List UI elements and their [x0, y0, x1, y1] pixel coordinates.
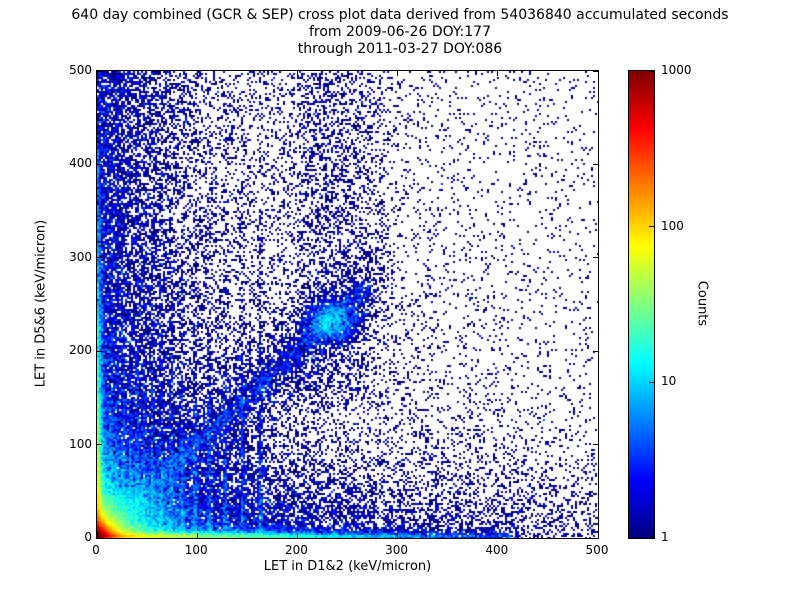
- colorbar-tick-label: 1000: [661, 63, 692, 77]
- colorbar-tick-label: 100: [661, 218, 684, 233]
- y-tick-mark: [97, 350, 102, 352]
- x-axis-label: LET in D1&2 (keV/micron): [263, 559, 432, 574]
- colorbar-tick-label: 1: [661, 530, 669, 544]
- colorbar-tick-mark: [649, 71, 654, 72]
- y-tick-mark: [97, 444, 102, 446]
- y-tick-mark: [97, 257, 102, 259]
- y-tick-label: 0: [84, 530, 92, 544]
- y-tick-mark-right: [593, 163, 598, 165]
- y-tick-label: 500: [69, 63, 92, 77]
- y-tick-mark: [97, 537, 102, 539]
- x-tick-mark-top: [196, 71, 198, 76]
- colorbar-tick-mark: [649, 537, 654, 538]
- colorbar: [628, 70, 655, 539]
- x-tick-label: 200: [284, 543, 308, 557]
- y-tick-mark-right: [593, 70, 598, 72]
- title-line-1: 640 day combined (GCR & SEP) cross plot …: [71, 7, 729, 23]
- chart-title-block: 640 day combined (GCR & SEP) cross plot …: [0, 7, 800, 58]
- x-tick-mark: [296, 533, 298, 538]
- y-tick-label: 300: [69, 249, 92, 264]
- title-line-3: through 2011-03-27 DOY:086: [297, 41, 503, 57]
- x-tick-mark: [497, 533, 499, 538]
- y-tick-mark-right: [593, 444, 598, 446]
- plot-area: [96, 70, 599, 539]
- colorbar-tick-label: 10: [661, 374, 677, 389]
- x-tick-mark: [397, 533, 399, 538]
- title-line-2: from 2009-06-26 DOY:177: [308, 24, 491, 40]
- x-tick-mark-top: [597, 71, 599, 76]
- x-tick-label: 500: [585, 543, 609, 557]
- x-tick-label: 0: [92, 543, 100, 557]
- y-tick-mark-right: [593, 350, 598, 352]
- scatter-density-canvas: [97, 71, 598, 538]
- colorbar-label: Counts: [694, 280, 710, 327]
- x-tick-mark: [96, 533, 98, 538]
- x-tick-mark-top: [296, 71, 298, 76]
- x-tick-mark: [597, 533, 599, 538]
- y-tick-mark-right: [593, 537, 598, 539]
- colorbar-tick-mark: [649, 226, 654, 228]
- y-tick-label: 200: [69, 343, 92, 358]
- x-tick-mark-top: [497, 71, 499, 76]
- y-tick-label: 100: [69, 436, 92, 451]
- x-tick-mark: [196, 533, 198, 538]
- y-axis-label: LET in D5&6 (keV/micron): [33, 219, 49, 388]
- x-tick-mark-top: [96, 71, 98, 76]
- x-tick-label: 300: [385, 543, 409, 557]
- x-tick-mark-top: [397, 71, 399, 76]
- y-tick-mark: [97, 70, 102, 72]
- y-tick-label: 400: [69, 156, 92, 171]
- x-tick-label: 400: [485, 543, 509, 557]
- x-tick-label: 100: [184, 543, 208, 557]
- y-tick-mark: [97, 163, 102, 165]
- colorbar-tick-mark: [649, 381, 654, 383]
- y-tick-mark-right: [593, 257, 598, 259]
